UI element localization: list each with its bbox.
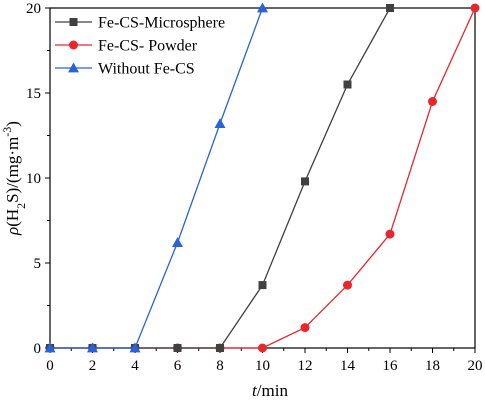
x-tick-label: 14 [340, 358, 356, 374]
x-tick-label: 20 [468, 358, 483, 374]
x-tick-label: 8 [216, 358, 224, 374]
data-point [258, 281, 267, 290]
x-tick-label: 16 [383, 358, 399, 374]
legend-item: Fe-CS- Powder [55, 38, 198, 55]
legend-item: Fe-CS-Microsphere [55, 15, 225, 32]
data-point [172, 237, 183, 247]
series-line [50, 7, 391, 349]
plot-frame [49, 7, 476, 349]
legend-item: Without Fe-CS [55, 61, 195, 78]
plot-area [49, 7, 476, 349]
legend-label: Fe-CS-Microsphere [98, 15, 225, 32]
x-tick-label: 0 [46, 358, 54, 374]
legend-label: Fe-CS- Powder [98, 38, 198, 55]
data-point [300, 323, 310, 333]
legend: Fe-CS-Microsphere Fe-CS- Powder Without Fe… [55, 15, 225, 78]
series-line [50, 7, 264, 349]
data-point [301, 177, 309, 186]
data-point [385, 229, 395, 239]
y-tick-label: 5 [34, 256, 42, 272]
x-tick-label: 4 [131, 358, 139, 374]
y-axis: 0 5 10 15 20 [26, 1, 50, 357]
data-point [173, 344, 182, 352]
legend-marker [69, 40, 78, 50]
x-axis-label: t/min [252, 381, 288, 400]
series-2 [44, 2, 268, 353]
y-tick-label: 0 [34, 341, 42, 357]
x-tick-label: 12 [298, 358, 313, 374]
y-tick-label: 10 [26, 171, 41, 187]
legend-marker [68, 62, 79, 73]
data-point [257, 2, 268, 13]
series-1 [45, 3, 480, 353]
data-point [343, 80, 352, 89]
series-line [50, 7, 476, 349]
series-layer [44, 2, 480, 353]
data-point [343, 280, 352, 290]
data-point [386, 4, 394, 12]
x-tick-label: 2 [89, 358, 97, 374]
data-point [44, 342, 56, 353]
y-axis-label: ρ(H2S)/(mg·m-3) [0, 121, 28, 236]
x-tick-label: 6 [174, 358, 182, 374]
y-tick-label: 20 [26, 1, 41, 17]
data-point [428, 97, 437, 106]
data-point [214, 118, 226, 128]
legend-label: Without Fe-CS [98, 61, 195, 78]
data-point [216, 344, 224, 352]
data-point [258, 343, 267, 353]
x-tick-label: 10 [255, 358, 270, 374]
data-point [470, 3, 480, 13]
series-0 [46, 4, 394, 352]
data-point [129, 342, 141, 353]
data-point [87, 342, 98, 353]
x-tick-label: 18 [425, 358, 440, 374]
legend-marker [69, 18, 78, 26]
y-tick-label: 15 [26, 86, 41, 102]
